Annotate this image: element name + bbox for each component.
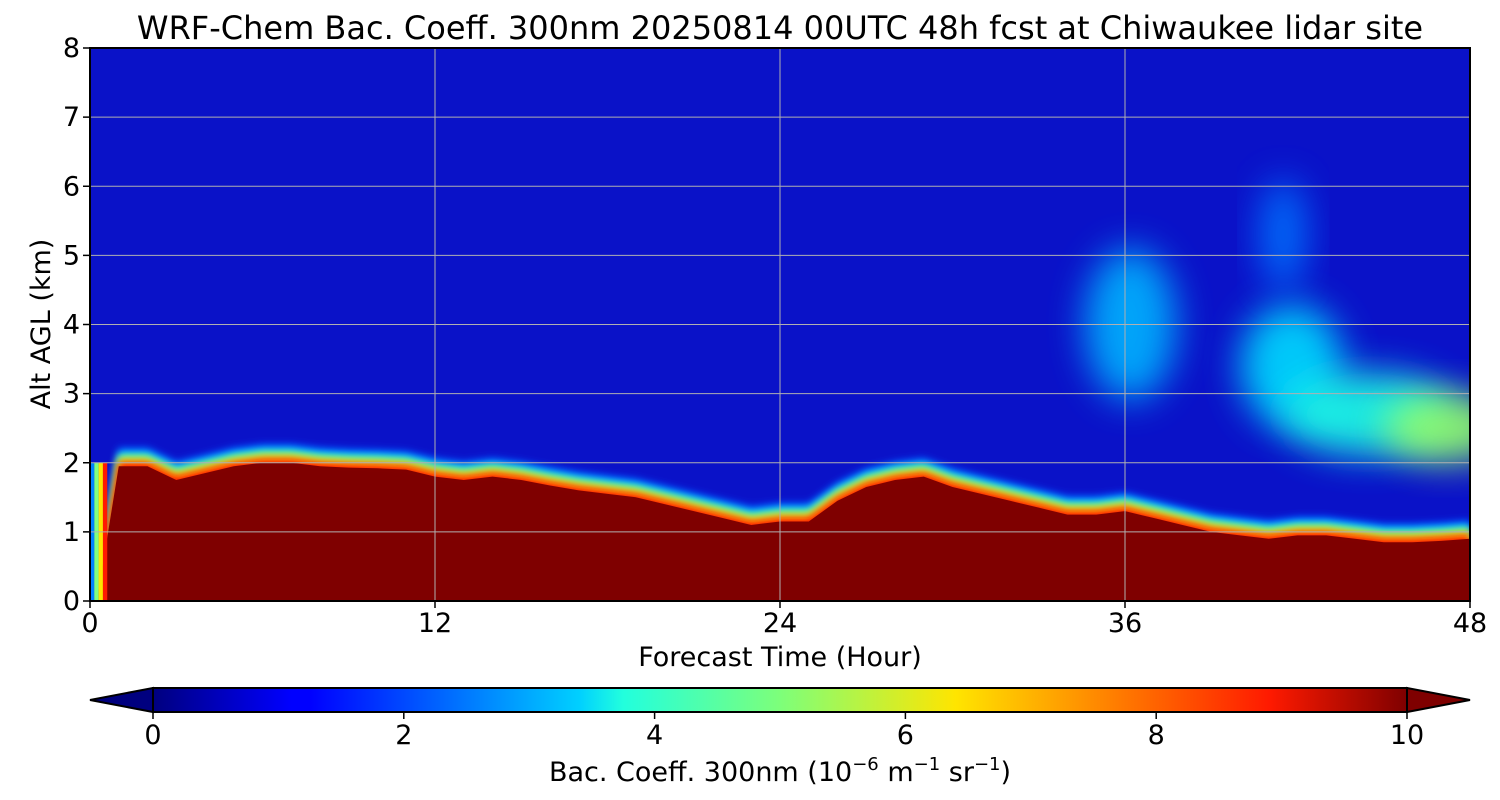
colorbar-tick-label: 2 [395, 720, 412, 751]
colorbar-gradient [153, 688, 1407, 712]
colorbar-label-prefix: Bac. Coeff. 300nm (10 [549, 757, 852, 788]
colorbar-tick-label: 4 [646, 720, 663, 751]
colorbar-label: Bac. Coeff. 300nm (10−6 m−1 sr−1) [549, 754, 1011, 788]
colorbar-label-exp3: −1 [974, 754, 1001, 775]
colorbar-label-suffix: ) [1000, 757, 1011, 788]
colorbar-tick-label: 8 [1148, 720, 1165, 751]
colorbar-tick-label: 10 [1390, 720, 1424, 751]
x-tick-label: 0 [81, 608, 98, 639]
colorbar: 0 2 4 6 8 10 Bac. Coeff. 300nm (10−6 m−1 sr−1… [89, 686, 1471, 788]
colorbar-label-mid: m [879, 757, 914, 788]
colorbar-tick-label: 0 [144, 720, 161, 751]
elevated-aerosol-layer [1260, 179, 1307, 290]
elevated-aerosol-layer [1383, 393, 1470, 463]
colorbar-label-exp2: −1 [914, 754, 941, 775]
y-tick-label: 8 [63, 33, 80, 64]
colorbar-ticks: 0 2 4 6 8 10 [144, 712, 1424, 751]
boundary-layer-core [98, 466, 1470, 601]
y-tick-label: 3 [63, 379, 80, 410]
y-axis-ticks: 0 1 2 3 4 5 6 7 8 [63, 33, 90, 617]
colorbar-extend-high [1406, 686, 1471, 714]
colorbar-label-exp1: −6 [852, 754, 879, 775]
y-axis-label: Alt AGL (km) [26, 239, 57, 410]
y-tick-label: 2 [63, 448, 80, 479]
y-tick-label: 1 [63, 517, 80, 548]
chart-title: WRF-Chem Bac. Coeff. 300nm 20250814 00UT… [137, 9, 1423, 47]
y-tick-label: 6 [63, 171, 80, 202]
x-tick-label: 24 [763, 608, 797, 639]
y-tick-label: 0 [63, 586, 80, 617]
colorbar-tick-label: 6 [897, 720, 914, 751]
x-axis-label: Forecast Time (Hour) [638, 642, 922, 673]
x-axis-ticks: 0 12 24 36 48 [81, 601, 1487, 639]
y-tick-label: 5 [63, 240, 80, 271]
colorbar-label-mid2: sr [940, 757, 975, 788]
y-tick-label: 4 [63, 310, 80, 341]
x-tick-label: 36 [1108, 608, 1142, 639]
colorbar-frame [152, 687, 1408, 713]
y-tick-label: 7 [63, 102, 80, 133]
colorbar-extend-low [89, 686, 154, 714]
x-tick-label: 12 [418, 608, 452, 639]
x-tick-label: 48 [1453, 608, 1487, 639]
